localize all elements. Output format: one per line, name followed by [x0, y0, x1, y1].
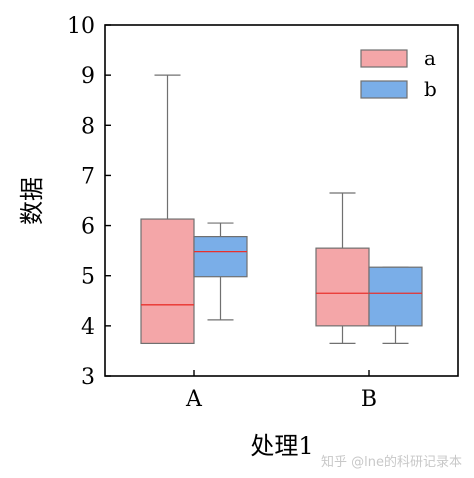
y-tick-label-8: 8: [81, 114, 95, 139]
x-tick-label-B: B: [361, 387, 377, 412]
legend-label-a: a: [424, 46, 436, 70]
y-tick-label-5: 5: [81, 265, 95, 290]
y-tick-label-7: 7: [81, 164, 95, 189]
plot-frame: [104, 24, 459, 377]
box-series-a-B: [315, 247, 370, 327]
y-axis-title: 数据: [18, 177, 46, 225]
x-axis-title: 处理1: [250, 432, 313, 460]
legend-label-b: b: [424, 77, 437, 101]
x-tick-label-A: A: [185, 387, 203, 412]
y-tick-label-10: 10: [67, 14, 95, 39]
watermark-text: 知乎 @lne的科研记录本: [321, 454, 462, 470]
y-tick-label-6: 6: [81, 215, 95, 240]
legend-swatch-b: [360, 80, 408, 99]
y-tick-label-9: 9: [81, 64, 95, 89]
axis-layer: 3 4 5 6 7 8 9 10 A B: [67, 14, 377, 412]
box-series-a-A: [140, 218, 195, 345]
box-series-b-A: [193, 236, 248, 278]
legend: ab: [360, 46, 437, 101]
y-tick-label-3: 3: [81, 365, 95, 390]
legend-swatch-a: [360, 49, 408, 68]
plot-layer: [140, 74, 423, 345]
y-tick-label-4: 4: [81, 315, 95, 340]
box-series-b-B: [368, 266, 423, 327]
